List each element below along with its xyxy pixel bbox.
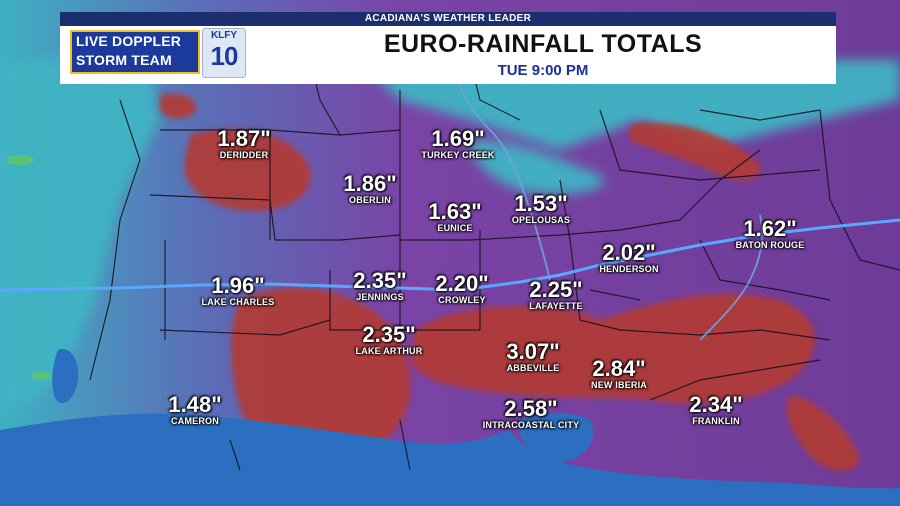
city-name: LAFAYETTE [529,301,583,311]
location-label: 3.07" ABBEVILLE [506,341,559,374]
rain-amount: 2.20" [435,271,489,296]
gulf-of-mexico [0,413,900,506]
rain-amount: 2.58" [504,396,558,421]
vermilion-bay [520,413,594,462]
rain-amount: 1.96" [211,273,265,298]
sabine-lake [52,349,79,404]
heavy-rain-north-east [630,122,761,181]
rain-amount: 1.69" [431,126,485,151]
location-label: 1.69" TURKEY CREEK [421,128,494,161]
rain-amount: 2.35" [362,322,416,347]
station-badge: KLFY 10 [202,28,246,78]
rain-amount: 1.53" [514,191,568,216]
city-name: ABBEVILLE [506,363,560,373]
forecast-time: TUE 9:00 PM [497,62,589,79]
city-name: LAKE ARTHUR [355,346,423,356]
rain-amount: 1.63" [428,199,482,224]
city-name: FRANKLIN [692,416,740,426]
heavy-rain-south-central [410,293,815,404]
city-name: EUNICE [437,223,473,233]
city-name: BATON ROUGE [735,240,805,250]
light-rain-specks [6,155,52,380]
interstate-10 [0,218,900,292]
location-label: 2.84" NEW IBERIA [591,358,647,391]
logo-line-2: STORM TEAM [76,52,172,68]
location-label: 2.35" JENNINGS [353,270,406,303]
station-number: 10 [210,41,239,71]
logo-line-1: LIVE DOPPLER [76,33,182,49]
station-call-sign: KLFY [210,30,238,41]
city-name: LAKE CHARLES [201,297,275,307]
parish-boundaries [89,59,900,471]
rain-amount: 1.48" [168,392,222,417]
location-label: 1.86" OBERLIN [343,173,396,206]
location-label: 1.87" DERIDDER [217,128,270,161]
rain-amount: 2.35" [353,268,407,293]
page-title: EURO-RAINFALL TOTALS [383,30,703,58]
rain-amount: 2.25" [529,277,583,302]
city-name: JENNINGS [356,292,404,302]
location-label: 2.35" LAKE ARTHUR [356,324,423,357]
city-name: CAMERON [171,416,219,426]
location-label: 2.25" LAFAYETTE [529,279,582,312]
location-label: 1.53" OPELOUSAS [512,193,570,226]
rain-amount: 2.02" [602,240,656,265]
location-label: 2.34" FRANKLIN [689,394,742,427]
tagline-bar: ACADIANA'S WEATHER LEADER [60,12,836,26]
location-label: 1.63" EUNICE [428,201,481,234]
heavy-rain-north-west [160,93,196,119]
header: ACADIANA'S WEATHER LEADER LIVE DOPPLER S… [60,12,836,84]
rain-amount: 3.07" [506,339,560,364]
rain-amount: 1.62" [743,216,797,241]
rain-amount: 1.87" [217,126,271,151]
city-name: DERIDDER [219,150,269,160]
speck-west-2 [32,372,52,380]
rain-amount: 2.34" [689,392,743,417]
location-label: 2.20" CROWLEY [435,273,488,306]
location-label: 2.58" INTRACOASTAL CITY [483,398,580,431]
heavy-rain-south-east [786,395,860,471]
city-name: INTRACOASTAL CITY [482,420,580,430]
light-rain-west [0,60,160,420]
heavy-rain-deridder [184,129,311,211]
speck-west-1 [6,155,34,165]
light-rain-center-band [470,140,604,195]
city-name: TURKEY CREEK [421,150,495,160]
live-doppler-logo: LIVE DOPPLER STORM TEAM [70,30,200,74]
city-name: HENDERSON [599,264,659,274]
location-label: 2.02" HENDERSON [599,242,658,275]
location-label: 1.48" CAMERON [168,394,221,427]
city-name: NEW IBERIA [591,380,647,390]
city-name: OPELOUSAS [511,215,571,225]
location-label: 1.62" BATON ROUGE [736,218,805,251]
rain-amount: 1.86" [343,171,397,196]
location-label: 1.96" LAKE CHARLES [202,275,275,308]
city-name: CROWLEY [438,295,486,305]
city-name: OBERLIN [349,195,391,205]
rain-amount: 2.84" [592,356,646,381]
